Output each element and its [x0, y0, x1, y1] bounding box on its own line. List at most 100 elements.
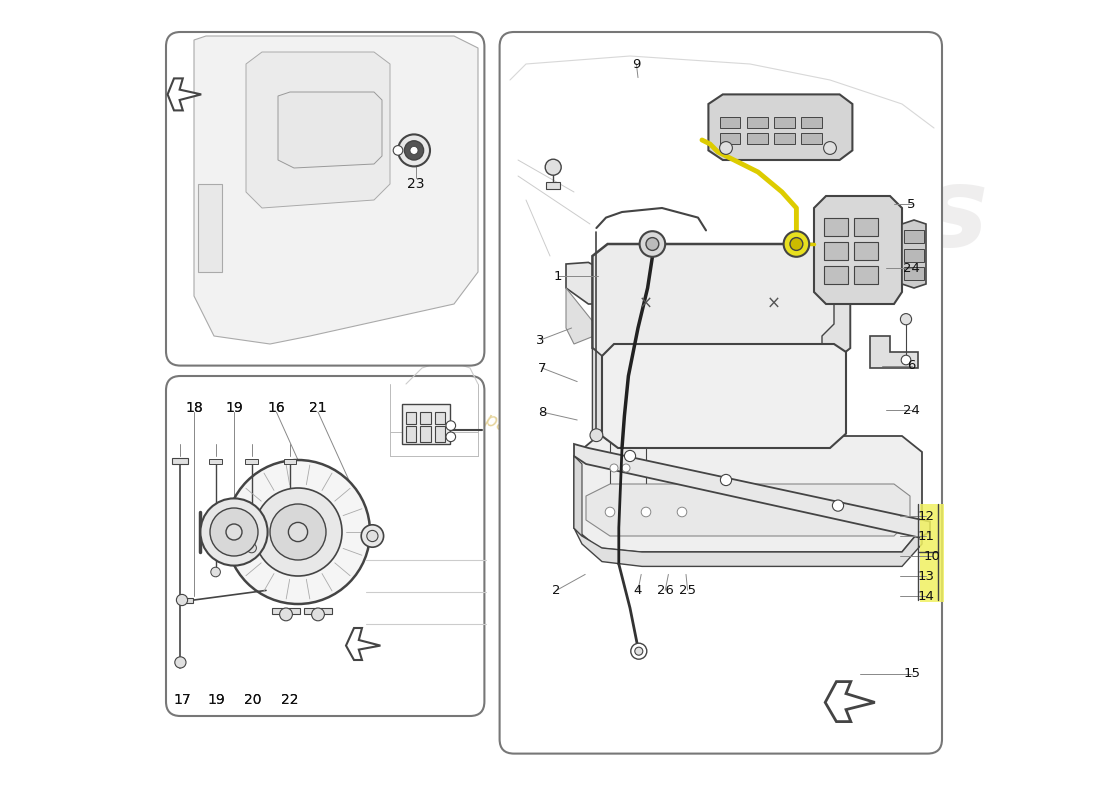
Text: 7: 7	[538, 362, 547, 374]
Polygon shape	[708, 94, 852, 160]
Bar	[719, 133, 740, 144]
Text: ×: ×	[767, 295, 781, 313]
Circle shape	[226, 460, 370, 604]
Text: 5: 5	[908, 198, 916, 210]
Polygon shape	[574, 436, 922, 552]
Bar	[434, 412, 446, 424]
Text: 18: 18	[185, 401, 202, 415]
Text: 18: 18	[185, 401, 202, 415]
Polygon shape	[346, 628, 381, 660]
Bar	[406, 426, 417, 442]
Circle shape	[211, 567, 220, 577]
Text: 20: 20	[244, 693, 261, 707]
Circle shape	[398, 134, 430, 166]
Circle shape	[446, 421, 455, 430]
Bar	[209, 459, 222, 464]
Bar	[854, 266, 878, 284]
Text: 22: 22	[282, 693, 299, 707]
Circle shape	[678, 507, 686, 517]
Polygon shape	[278, 92, 382, 168]
Circle shape	[719, 142, 733, 154]
Polygon shape	[902, 220, 926, 288]
Bar	[921, 504, 944, 602]
Text: 26: 26	[657, 584, 673, 597]
Text: 17: 17	[173, 693, 190, 707]
Bar	[824, 218, 848, 236]
Polygon shape	[593, 348, 602, 436]
Text: 16: 16	[267, 401, 285, 415]
Text: 15: 15	[903, 667, 920, 680]
Circle shape	[640, 430, 651, 441]
Bar	[774, 133, 795, 144]
Circle shape	[361, 525, 384, 547]
Circle shape	[605, 507, 615, 517]
Circle shape	[621, 464, 630, 472]
Text: 6: 6	[908, 359, 916, 372]
Polygon shape	[566, 288, 598, 344]
Circle shape	[546, 159, 561, 175]
Text: 19: 19	[226, 401, 243, 415]
Circle shape	[254, 488, 342, 576]
Text: 25: 25	[679, 584, 696, 597]
Bar	[245, 459, 258, 464]
Circle shape	[270, 504, 326, 560]
FancyBboxPatch shape	[166, 376, 484, 716]
Circle shape	[288, 522, 308, 542]
Bar	[173, 458, 188, 464]
Polygon shape	[822, 244, 850, 436]
Circle shape	[641, 507, 651, 517]
Circle shape	[226, 524, 242, 540]
Bar	[198, 184, 222, 272]
Circle shape	[590, 429, 603, 442]
Text: 17: 17	[173, 693, 190, 707]
Text: 14: 14	[917, 590, 934, 602]
Text: 21: 21	[309, 401, 327, 415]
Text: 8: 8	[538, 406, 547, 418]
Bar	[420, 412, 431, 424]
Text: 19: 19	[208, 693, 226, 707]
Circle shape	[366, 530, 378, 542]
Circle shape	[405, 141, 424, 160]
FancyBboxPatch shape	[166, 32, 484, 366]
Circle shape	[311, 608, 324, 621]
Bar	[546, 182, 560, 189]
Polygon shape	[167, 78, 201, 110]
Circle shape	[625, 450, 636, 462]
Bar	[272, 608, 300, 614]
Bar	[284, 459, 296, 464]
Bar	[747, 133, 768, 144]
Polygon shape	[566, 262, 606, 304]
Polygon shape	[825, 682, 874, 722]
Text: 19: 19	[208, 693, 226, 707]
Polygon shape	[574, 528, 922, 566]
Text: a passion for parts since 1‧00: a passion for parts since 1‧00	[466, 403, 730, 525]
Bar	[801, 117, 822, 128]
Circle shape	[901, 314, 912, 325]
Polygon shape	[593, 244, 850, 364]
Circle shape	[639, 231, 665, 257]
Circle shape	[646, 238, 659, 250]
Polygon shape	[574, 456, 582, 536]
Polygon shape	[246, 52, 390, 208]
Circle shape	[824, 142, 836, 154]
Bar	[854, 242, 878, 260]
Text: 23: 23	[407, 177, 425, 191]
Bar	[774, 117, 795, 128]
Circle shape	[630, 643, 647, 659]
Text: 1: 1	[553, 270, 562, 282]
Bar	[801, 133, 822, 144]
Polygon shape	[814, 196, 902, 304]
Circle shape	[833, 500, 844, 511]
Polygon shape	[870, 336, 918, 368]
Bar	[824, 242, 848, 260]
Bar	[904, 267, 924, 280]
Text: 11: 11	[917, 530, 935, 542]
Text: 4: 4	[634, 584, 642, 597]
Bar	[434, 426, 446, 442]
Circle shape	[210, 508, 258, 556]
Polygon shape	[194, 36, 478, 344]
Text: 24: 24	[903, 262, 920, 274]
Text: 3: 3	[536, 334, 544, 346]
Bar	[904, 249, 924, 262]
Circle shape	[200, 498, 267, 566]
